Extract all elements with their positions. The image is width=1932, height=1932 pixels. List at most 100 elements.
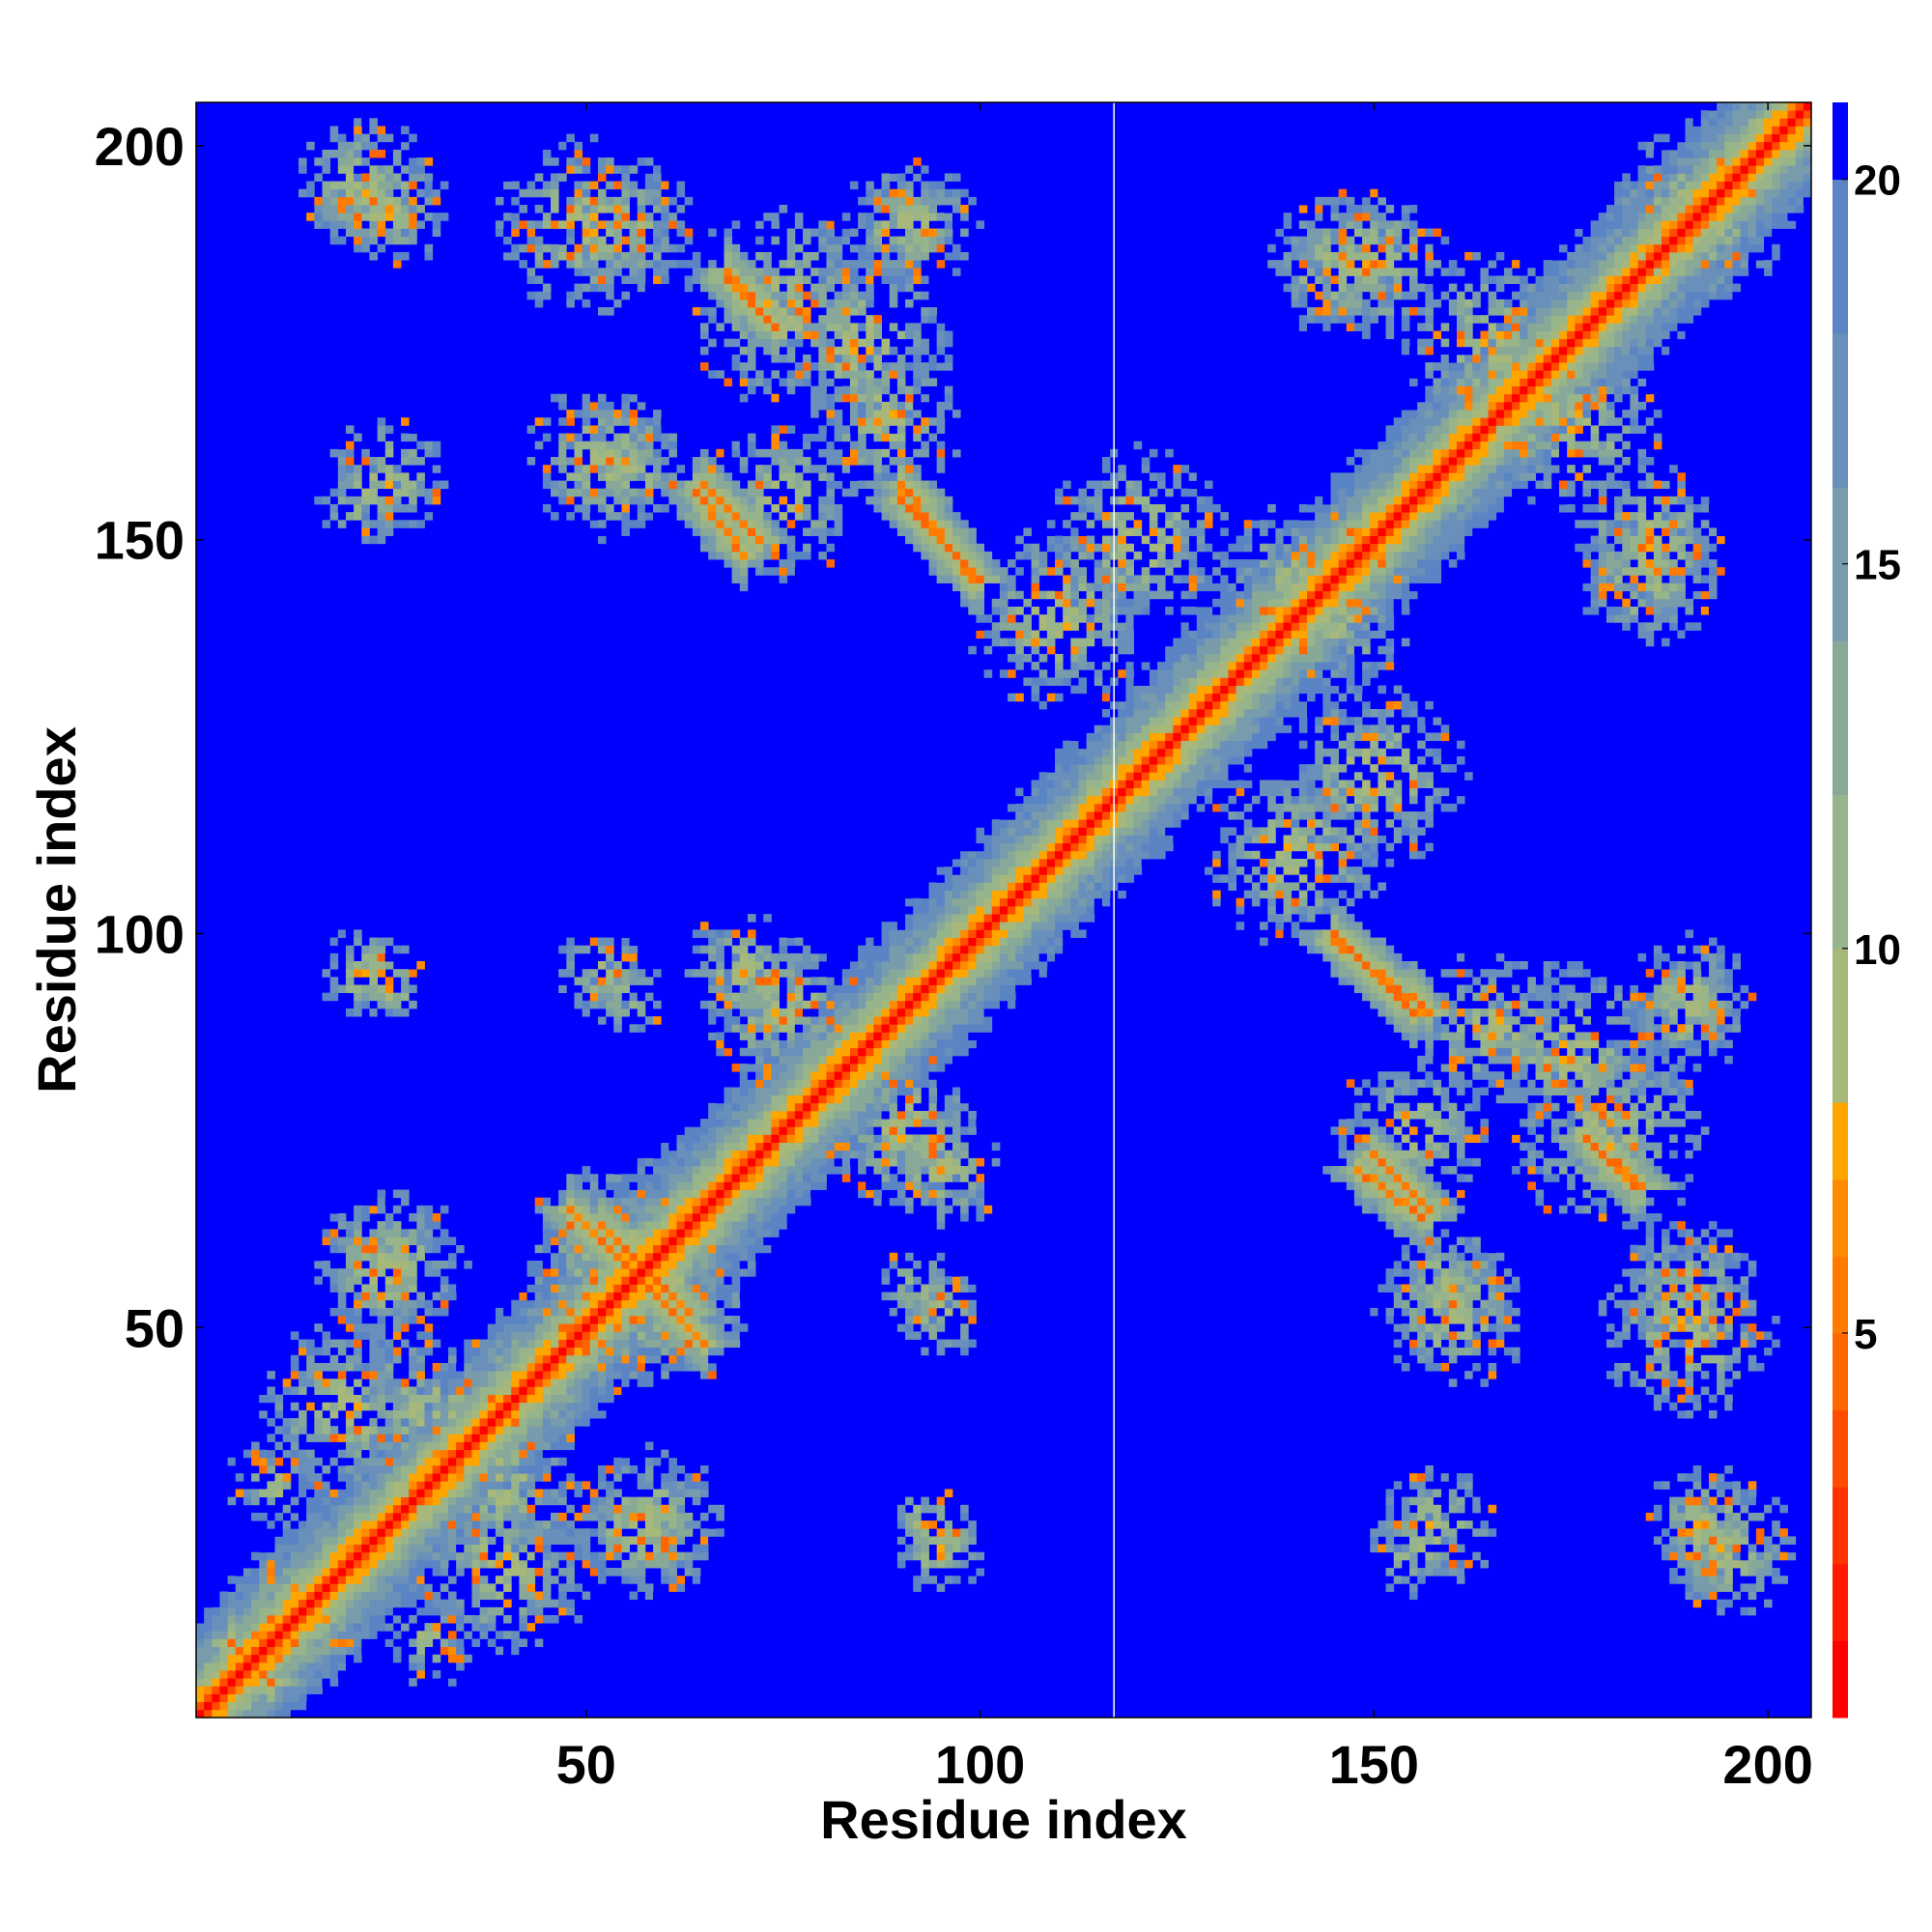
heatmap-cell xyxy=(345,196,355,206)
heatmap-cell xyxy=(849,260,859,269)
heatmap-cell xyxy=(589,1496,599,1506)
heatmap-cell xyxy=(534,1221,544,1230)
heatmap-cell xyxy=(361,1473,370,1482)
heatmap-cell xyxy=(747,559,756,568)
heatmap-cell xyxy=(551,480,559,490)
heatmap-cell xyxy=(755,503,764,513)
heatmap-cell xyxy=(629,1551,639,1561)
heatmap-cell xyxy=(644,1284,654,1293)
heatmap-cell xyxy=(456,1559,465,1569)
heatmap-cell xyxy=(731,1126,741,1135)
heatmap-cell xyxy=(739,1126,749,1135)
heatmap-cell xyxy=(282,1614,292,1624)
heatmap-cell xyxy=(747,1079,756,1088)
heatmap-cell xyxy=(337,188,347,198)
heatmap-cell xyxy=(597,410,607,418)
heatmap-cell xyxy=(637,1331,646,1340)
heatmap-cell xyxy=(487,1465,497,1474)
heatmap-cell xyxy=(377,961,386,970)
heatmap-cell xyxy=(747,535,756,545)
heatmap-cell xyxy=(409,1316,417,1324)
heatmap-cell xyxy=(779,440,788,450)
heatmap-cell xyxy=(589,1307,599,1317)
heatmap-cell xyxy=(329,1205,339,1214)
heatmap-cell xyxy=(377,1473,386,1482)
heatmap-cell xyxy=(384,952,394,962)
heatmap-cell xyxy=(786,307,796,316)
heatmap-cell xyxy=(440,1638,449,1647)
heatmap-cell xyxy=(755,512,764,521)
heatmap-cell xyxy=(779,260,788,269)
heatmap-cell xyxy=(409,1331,417,1340)
heatmap-cell xyxy=(763,268,772,276)
heatmap-cell xyxy=(432,1631,441,1639)
heatmap-cell xyxy=(629,417,639,426)
heatmap-cell xyxy=(731,251,741,261)
heatmap-cell xyxy=(361,1213,370,1222)
heatmap-cell xyxy=(377,1394,386,1404)
heatmap-cell xyxy=(542,260,552,269)
heatmap-cell xyxy=(606,1394,614,1404)
heatmap-cell xyxy=(692,260,701,269)
heatmap-cell xyxy=(369,1614,378,1624)
heatmap-cell xyxy=(794,448,804,458)
heatmap-cell xyxy=(440,1441,449,1451)
heatmap-cell xyxy=(755,315,764,324)
heatmap-cell xyxy=(858,977,867,985)
heatmap-cell xyxy=(566,1299,575,1309)
heatmap-cell xyxy=(369,969,378,978)
heatmap-cell xyxy=(589,448,599,458)
heatmap-cell xyxy=(377,1559,386,1569)
heatmap-cell xyxy=(558,1260,567,1269)
heatmap-cell xyxy=(542,1244,552,1254)
heatmap-cell xyxy=(606,488,614,497)
heatmap-cell xyxy=(644,512,654,521)
heatmap-cell xyxy=(699,1157,709,1167)
heatmap-cell xyxy=(582,1323,591,1332)
heatmap-cell xyxy=(684,1347,694,1356)
heatmap-cell xyxy=(818,1174,827,1182)
heatmap-cell xyxy=(582,1244,591,1254)
heatmap-cell xyxy=(661,275,669,284)
heatmap-cell xyxy=(306,1599,315,1608)
heatmap-cell xyxy=(392,1559,402,1569)
heatmap-cell xyxy=(582,1354,591,1364)
heatmap-cell xyxy=(534,260,544,269)
heatmap-cell xyxy=(424,1457,434,1466)
heatmap-cell xyxy=(826,298,836,308)
heatmap-cell xyxy=(653,1591,662,1601)
heatmap-cell xyxy=(401,1489,410,1498)
heatmap-cell xyxy=(637,465,646,473)
heatmap-cell xyxy=(384,520,394,528)
heatmap-cell xyxy=(653,1386,662,1395)
heatmap-cell xyxy=(424,1441,434,1451)
heatmap-cell xyxy=(755,1244,764,1254)
heatmap-cell xyxy=(471,1465,481,1474)
heatmap-cell xyxy=(637,1544,646,1553)
heatmap-cell xyxy=(771,1071,780,1080)
heatmap-cell xyxy=(392,1347,402,1356)
heatmap-cell xyxy=(810,283,819,293)
heatmap-cell xyxy=(841,1047,851,1057)
heatmap-cell xyxy=(716,1268,724,1277)
heatmap-cell xyxy=(369,488,378,497)
heatmap-cell xyxy=(606,977,614,985)
heatmap-cell xyxy=(409,1504,417,1514)
heatmap-cell xyxy=(329,1481,339,1490)
heatmap-cell xyxy=(322,520,331,528)
heatmap-cell xyxy=(699,929,709,938)
heatmap-cell xyxy=(755,1236,764,1246)
heatmap-cell xyxy=(345,1236,355,1246)
heatmap-cell xyxy=(337,1465,347,1474)
heatmap-cell xyxy=(589,1284,599,1293)
heatmap-cell xyxy=(212,1693,220,1703)
heatmap-cell xyxy=(716,1307,724,1317)
heatmap-cell xyxy=(306,1465,315,1474)
heatmap-cell xyxy=(479,1614,489,1624)
heatmap-cell xyxy=(597,1244,607,1254)
heatmap-cell xyxy=(471,1441,481,1451)
heatmap-cell xyxy=(739,961,749,970)
heatmap-cell xyxy=(306,1591,315,1601)
heatmap-cell xyxy=(606,440,614,450)
heatmap-cell xyxy=(464,1654,472,1663)
